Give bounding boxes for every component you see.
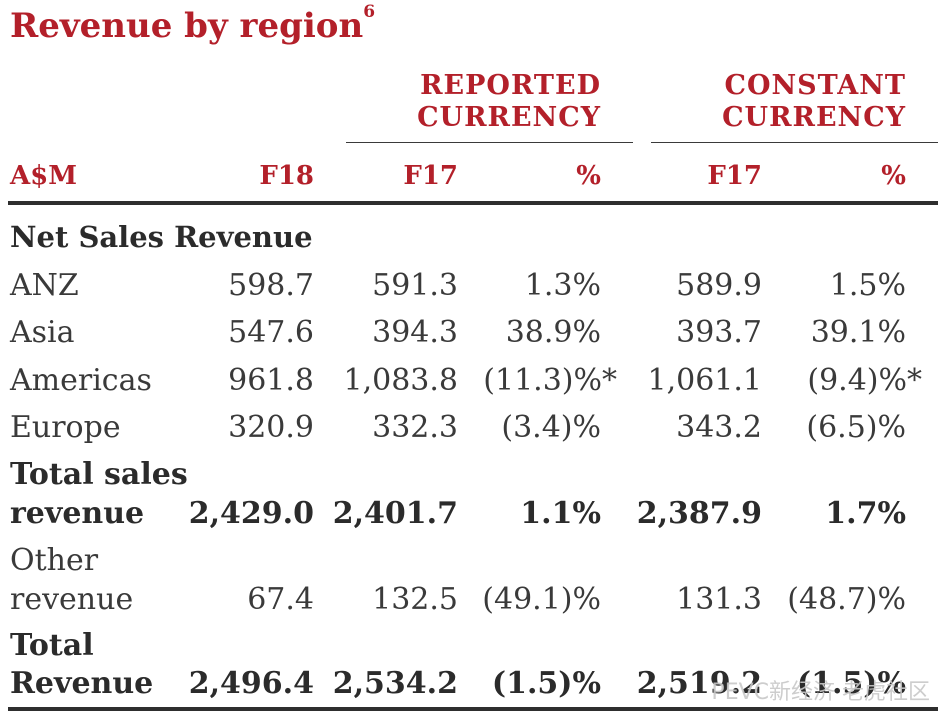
cell-pct-reported: (1.5)% [491, 666, 601, 701]
cell-f17-constant: 131.3 [676, 582, 762, 617]
cell-pct-constant: 1.5% [829, 268, 906, 303]
cell-f18: 2,429.0 [188, 496, 314, 531]
cell-pct-constant: (6.5)% [806, 410, 906, 445]
cell-pct-reported: 1.3% [524, 268, 601, 303]
cell-f18: 67.4 [247, 582, 314, 617]
header-pct-reported: % [576, 161, 601, 191]
header-f18: F18 [259, 161, 314, 191]
cell-pct-reported: (49.1)% [482, 582, 601, 617]
header-pct-constant: % [881, 161, 906, 191]
cell-pct-constant: (48.7)% [787, 582, 906, 617]
total-label-line1: Total [10, 628, 94, 663]
cell-f17-constant: 1,061.1 [647, 363, 762, 398]
cell-f17-constant: 589.9 [676, 268, 762, 303]
cell-f17-constant: 343.2 [676, 410, 762, 445]
group-rule-reported [346, 142, 633, 143]
total-sales-label-line2: revenue [10, 496, 145, 531]
cell-pct-reported: (3.4)% [501, 410, 601, 445]
header-divider [8, 201, 938, 205]
cell-f17-reported: 591.3 [372, 268, 458, 303]
group-header-constant: CONSTANT CURRENCY [722, 70, 906, 134]
other-label-line2: revenue [10, 582, 134, 617]
header-unit: A$M [10, 161, 78, 191]
group-rule-constant [651, 142, 938, 143]
cell-f17-constant: 2,387.9 [636, 496, 762, 531]
cell-pct-constant: (1.5)% [796, 666, 906, 701]
group-reported-line1: REPORTED [420, 70, 601, 101]
header-f17-constant: F17 [707, 161, 762, 191]
cell-pct-constant: (9.4)%* [807, 363, 922, 398]
cell-pct-constant: 39.1% [810, 315, 906, 350]
cell-f17-reported: 332.3 [372, 410, 458, 445]
cell-f18: 547.6 [228, 315, 314, 350]
cell-f18: 2,496.4 [188, 666, 314, 701]
cell-f17-reported: 2,534.2 [332, 666, 458, 701]
cell-f17-reported: 2,401.7 [332, 496, 458, 531]
table-bottom-rule [8, 707, 938, 711]
total-sales-label-line1: Total sales [10, 457, 188, 492]
cell-f17-constant: 393.7 [676, 315, 762, 350]
row-label: Europe [10, 410, 121, 445]
header-f17-reported: F17 [403, 161, 458, 191]
group-header-reported: REPORTED CURRENCY [417, 70, 601, 134]
group-constant-line2: CURRENCY [722, 102, 906, 133]
cell-f18: 320.9 [228, 410, 314, 445]
page-title: Revenue by region6 [10, 2, 375, 46]
cell-f17-reported: 132.5 [372, 582, 458, 617]
title-footnote: 6 [363, 2, 376, 22]
section-label: Net Sales Revenue [10, 220, 313, 254]
row-label: Americas [10, 363, 152, 398]
cell-f17-reported: 1,083.8 [343, 363, 458, 398]
row-label: ANZ [10, 268, 79, 303]
other-label-line1: Other [10, 543, 99, 578]
title-text: Revenue by region [10, 6, 364, 46]
cell-f17-reported: 394.3 [372, 315, 458, 350]
cell-pct-constant: 1.7% [825, 496, 906, 531]
group-constant-line1: CONSTANT [724, 70, 906, 101]
group-reported-line2: CURRENCY [417, 102, 601, 133]
cell-f18: 961.8 [228, 363, 314, 398]
cell-pct-reported: 1.1% [520, 496, 601, 531]
total-label-line2: Revenue [10, 666, 154, 701]
watermark: PEVC新经济 老虎社区 [711, 680, 930, 705]
row-label: Asia [10, 315, 75, 350]
cell-f17-constant: 2,519.2 [636, 666, 762, 701]
cell-pct-reported: 38.9% [505, 315, 601, 350]
cell-f18: 598.7 [228, 268, 314, 303]
cell-pct-reported: (11.3)%* [483, 363, 617, 398]
